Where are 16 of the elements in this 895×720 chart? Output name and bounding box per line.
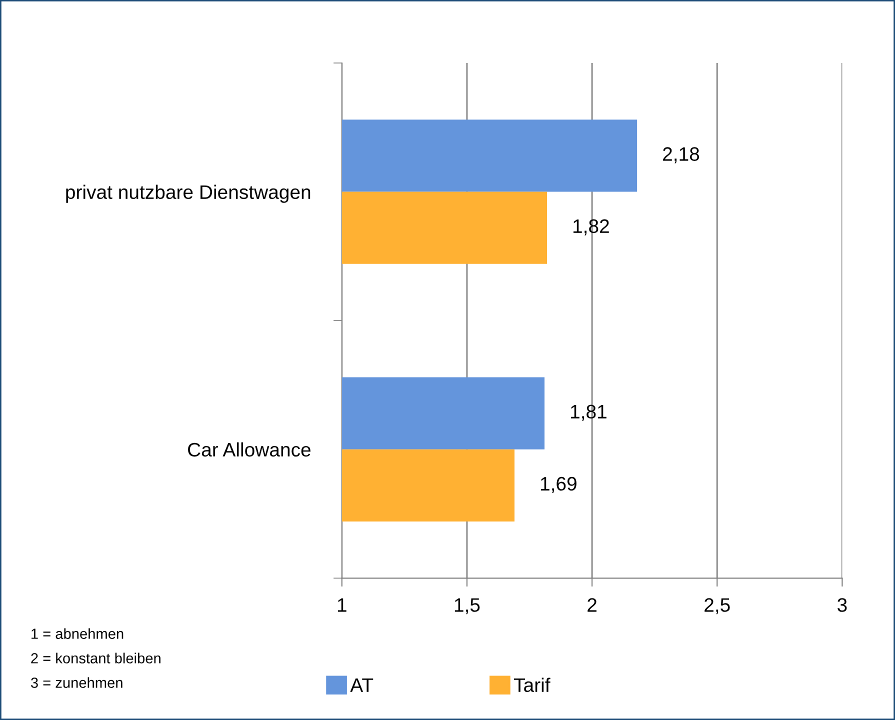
data-label: 1,81 bbox=[570, 404, 606, 421]
y-tick-label: Car Allowance bbox=[188, 442, 310, 457]
text: 1 = abnehmen bbox=[32, 628, 124, 639]
legend-label: Tarif bbox=[514, 678, 550, 692]
y-tick-label: privat nutzbare Dienstwagen bbox=[66, 184, 310, 203]
data-label: 1,69 bbox=[540, 476, 576, 493]
legend-label: AT bbox=[350, 678, 374, 692]
x-tick-label: 2,5 bbox=[704, 598, 730, 614]
x-tick-label: 1,5 bbox=[454, 598, 480, 614]
x-tick-label: 2 bbox=[588, 598, 596, 612]
x-tick-label: 1 bbox=[338, 598, 346, 612]
x-tick-label: 3 bbox=[838, 598, 847, 612]
data-label: 2,18 bbox=[663, 147, 700, 164]
text: 3 = zunehmen bbox=[30, 677, 122, 688]
text: 2 = konstant bleiben bbox=[31, 652, 160, 664]
data-label: 1,82 bbox=[574, 219, 609, 236]
